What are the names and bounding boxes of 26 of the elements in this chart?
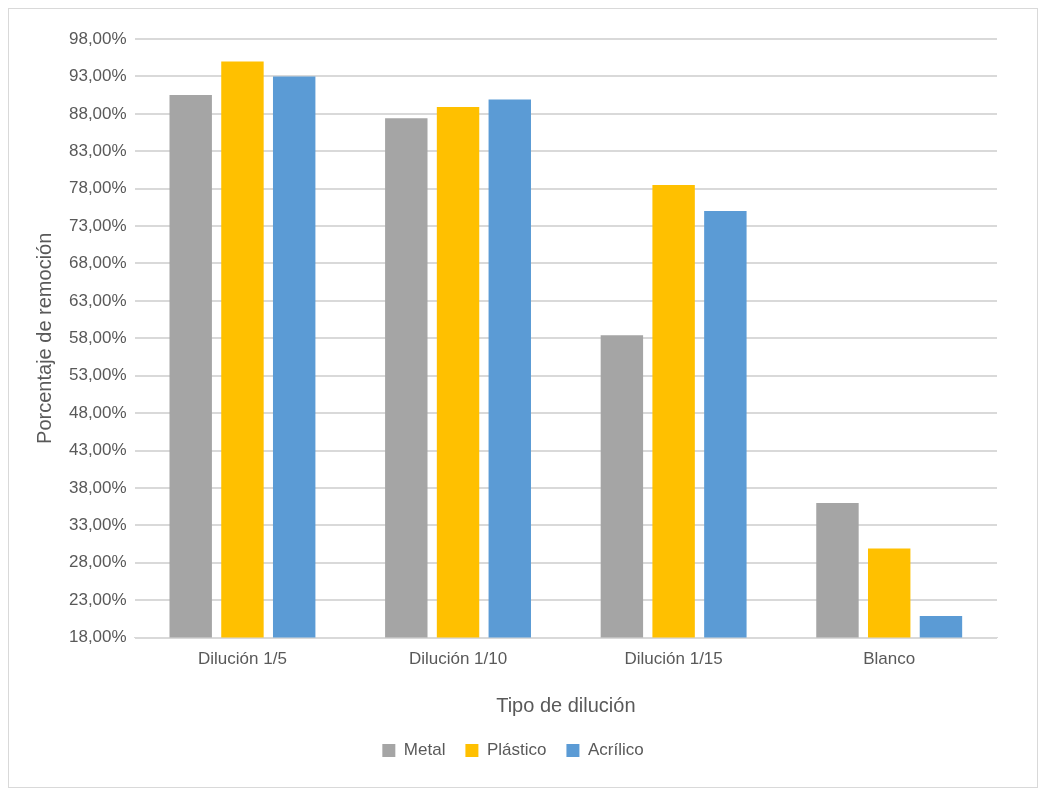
y-tick-label: 98,00% [68,28,127,48]
legend-label: Metal [403,740,446,760]
x-tick-label: Blanco [863,649,916,669]
x-tick-label: Dilución 1/10 [408,649,508,669]
legend-label: Plástico [486,740,547,760]
y-tick-label: 43,00% [68,440,127,460]
legend-label: Acrílico [587,740,644,760]
y-tick-label: 73,00% [68,215,127,235]
y-tick-label: 58,00% [68,327,127,347]
y-tick-label: 23,00% [68,589,127,609]
y-tick-label: 28,00% [68,552,127,572]
y-tick-label: 93,00% [68,66,127,86]
x-tick-label: Dilución 1/5 [198,649,287,669]
y-tick-label: 68,00% [68,253,127,273]
y-tick-label: 78,00% [68,178,127,198]
y-tick-label: 63,00% [68,290,127,310]
y-tick-label: 33,00% [68,515,127,535]
y-axis-title: Porcentaje de remoción [32,232,55,444]
y-tick-label: 18,00% [68,627,127,647]
y-tick-label: 38,00% [68,477,127,497]
y-tick-label: 83,00% [68,140,127,160]
y-tick-label: 88,00% [68,103,127,123]
x-axis-title: Tipo de dilución [496,693,636,716]
y-tick-label: 48,00% [68,402,127,422]
y-tick-label: 53,00% [68,365,127,385]
x-tick-label: Dilución 1/15 [624,649,723,669]
